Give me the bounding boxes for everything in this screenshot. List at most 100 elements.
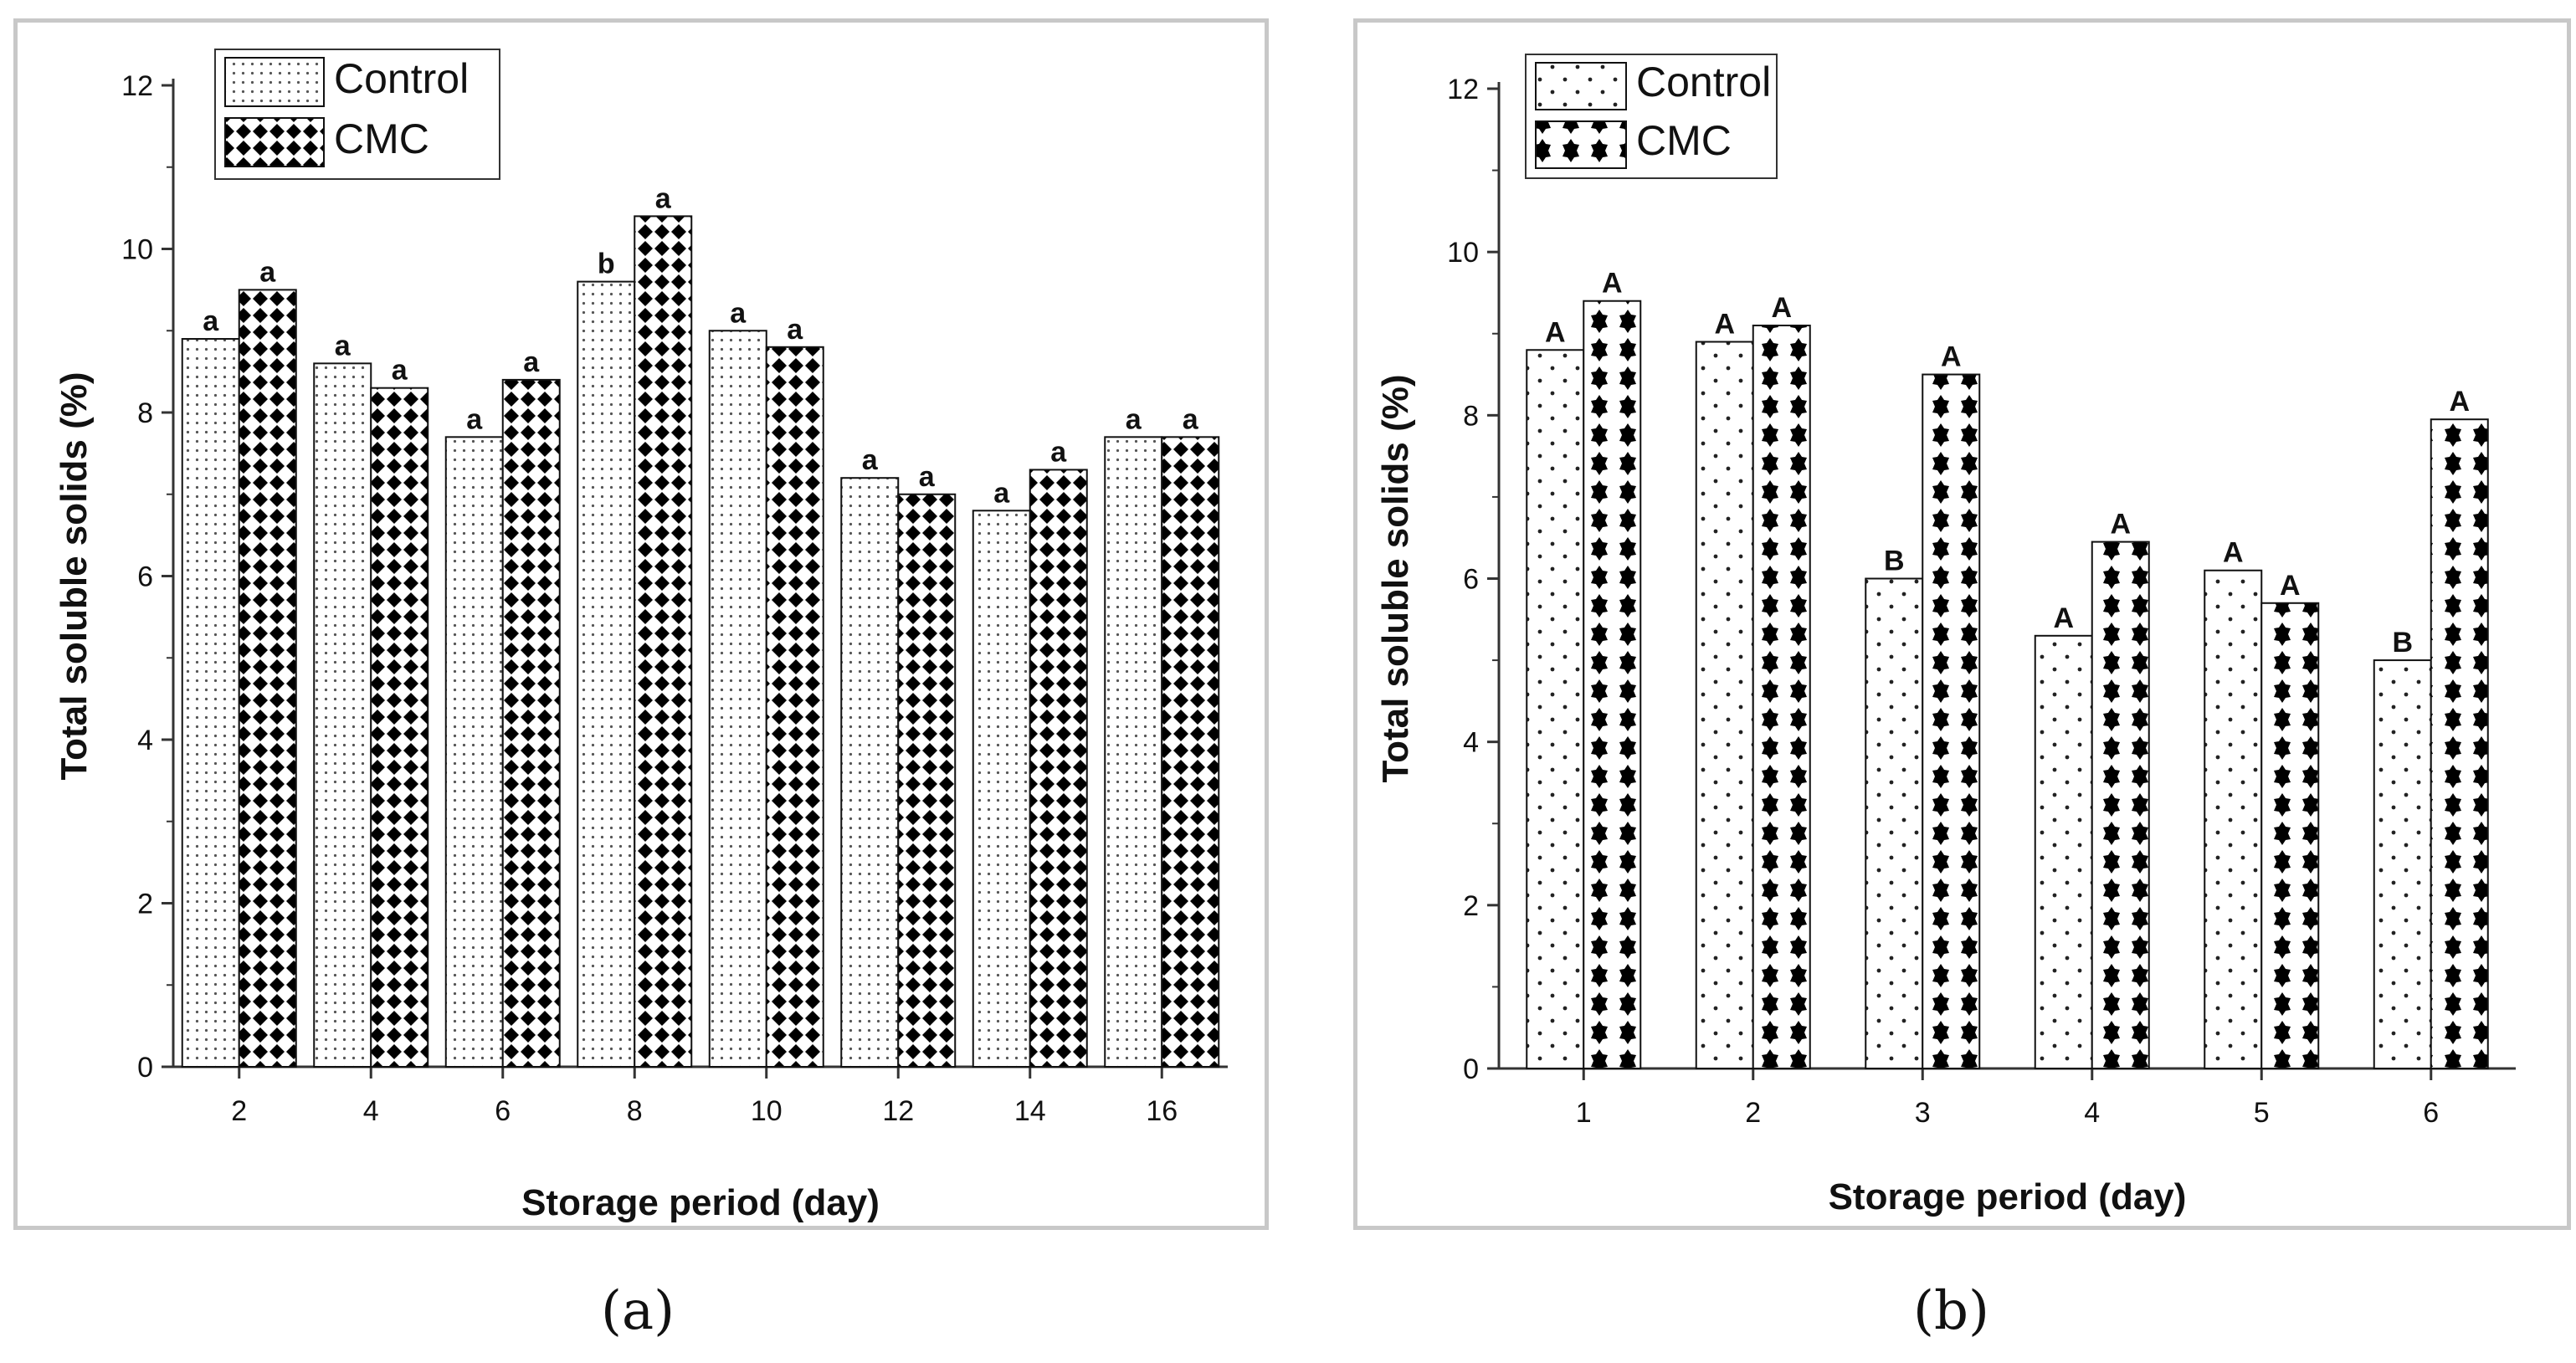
significance-letter: a xyxy=(259,256,276,288)
x-axis-title: Storage period (day) xyxy=(1829,1176,2187,1217)
significance-letter: A xyxy=(2110,509,2131,541)
legend-label-cmc: CMC xyxy=(334,115,429,162)
significance-letter: B xyxy=(2392,627,2413,658)
bar-cmc-6 xyxy=(2430,418,2489,1069)
bar-cmc-5 xyxy=(2260,602,2320,1069)
x-tick-label: 3 xyxy=(1915,1097,1931,1129)
y-tick-label: 12 xyxy=(1447,74,1479,105)
legend-swatch-control xyxy=(224,57,325,107)
x-tick-label: 10 xyxy=(751,1095,783,1127)
significance-letter: a xyxy=(203,305,219,337)
significance-letter: b xyxy=(598,249,615,280)
bar-cmc-8 xyxy=(634,215,693,1068)
bar-cmc-2 xyxy=(238,289,297,1068)
bar-cmc-3 xyxy=(1922,373,1981,1069)
bar-control-8 xyxy=(577,280,636,1068)
significance-letter: a xyxy=(993,477,1010,509)
bar-cmc-4 xyxy=(370,387,429,1068)
x-tick-label: 4 xyxy=(363,1095,379,1127)
bar-cmc-10 xyxy=(765,346,824,1068)
y-tick-label: 6 xyxy=(1463,564,1479,596)
y-tick-label: 0 xyxy=(137,1052,153,1084)
significance-letter: A xyxy=(1771,292,1792,324)
bar-control-2 xyxy=(1695,341,1754,1069)
y-axis-title: Total soluble solids (%) xyxy=(54,371,95,780)
bar-cmc-6 xyxy=(501,378,561,1068)
legend-label-control: Control xyxy=(1636,59,1771,105)
bar-control-6 xyxy=(2373,659,2432,1069)
y-tick-label: 8 xyxy=(137,397,153,429)
significance-letter: a xyxy=(1050,436,1067,468)
significance-letter: A xyxy=(2223,537,2244,569)
significance-letter: a xyxy=(787,314,803,346)
significance-letter: a xyxy=(1126,403,1142,435)
x-tick-label: 5 xyxy=(2254,1097,2270,1129)
bar-control-14 xyxy=(972,510,1031,1068)
bar-control-6 xyxy=(444,436,504,1068)
x-tick-label: 1 xyxy=(1576,1097,1592,1129)
significance-letter: A xyxy=(2280,570,2301,602)
y-tick-label: 6 xyxy=(137,561,153,593)
bar-control-3 xyxy=(1865,577,1924,1069)
significance-letter: a xyxy=(523,346,540,378)
chart-panel-b: 0 2 4 6 8 10 12 1 A A 2 A A 3 B A 4 A A 5 A A 6 B A Storage perio… xyxy=(1353,18,2571,1230)
caption-b: (b) xyxy=(1913,1280,1989,1342)
x-tick-label: 6 xyxy=(2423,1097,2439,1129)
bar-cmc-14 xyxy=(1029,469,1088,1068)
significance-letter: a xyxy=(730,297,747,329)
chart-panel-a: 0 2 4 6 8 10 12 2 a a 4 a a 6 a a 8 b a 10 a a 12 a a 14 a a 16 a a Sto… xyxy=(13,18,1269,1230)
legend-swatch-control xyxy=(1535,62,1627,110)
bar-control-5 xyxy=(2204,569,2263,1069)
bar-control-16 xyxy=(1104,436,1163,1068)
y-tick-label: 0 xyxy=(1463,1053,1479,1085)
bar-cmc-2 xyxy=(1752,324,1811,1070)
y-tick-label: 10 xyxy=(121,234,153,266)
caption-a: (a) xyxy=(601,1280,675,1342)
bar-chart-a: 0 2 4 6 8 10 12 2 a a 4 a a 6 a a 8 b a 10 a a 12 a a 14 a a 16 a a Sto… xyxy=(54,49,1228,1223)
x-tick-label: 2 xyxy=(1745,1097,1761,1129)
y-tick-label: 10 xyxy=(1447,237,1479,269)
bar-control-2 xyxy=(181,338,240,1068)
significance-letter: A xyxy=(1941,341,1962,373)
y-axis-title: Total soluble solids (%) xyxy=(1375,374,1416,782)
x-tick-label: 6 xyxy=(495,1095,511,1127)
bar-cmc-16 xyxy=(1161,436,1220,1068)
y-tick-label: 4 xyxy=(137,725,153,756)
significance-letter: a xyxy=(919,461,936,493)
significance-letter: a xyxy=(655,182,672,214)
y-tick-label: 12 xyxy=(121,70,153,102)
y-tick-label: 2 xyxy=(1463,890,1479,922)
x-tick-label: 14 xyxy=(1014,1095,1046,1127)
bar-control-10 xyxy=(708,330,767,1068)
significance-letter: B xyxy=(1884,546,1905,577)
bar-control-4 xyxy=(313,362,372,1068)
bar-cmc-12 xyxy=(897,493,957,1068)
legend-label-control: Control xyxy=(334,55,469,102)
significance-letter: a xyxy=(466,403,483,435)
significance-letter: a xyxy=(1183,403,1199,435)
significance-letter: A xyxy=(1545,316,1566,348)
significance-letter: a xyxy=(392,355,408,387)
significance-letter: A xyxy=(1602,268,1623,300)
y-tick-label: 8 xyxy=(1463,400,1479,432)
bar-chart-b: 0 2 4 6 8 10 12 1 A A 2 A A 3 B A 4 A A 5 A A 6 B A Storage perio… xyxy=(1375,54,2516,1217)
significance-letter: A xyxy=(2053,602,2074,634)
bar-cmc-1 xyxy=(1583,300,1642,1069)
x-tick-label: 12 xyxy=(882,1095,914,1127)
significance-letter: a xyxy=(335,330,352,361)
x-tick-label: 16 xyxy=(1146,1095,1178,1127)
x-axis-title: Storage period (day) xyxy=(521,1182,880,1223)
significance-letter: A xyxy=(2449,386,2470,418)
x-tick-label: 4 xyxy=(2084,1097,2100,1129)
significance-letter: a xyxy=(862,444,879,476)
significance-letter: A xyxy=(1714,309,1735,341)
legend-swatch-cmc xyxy=(1535,120,1627,169)
bar-control-4 xyxy=(2034,634,2093,1069)
y-tick-label: 4 xyxy=(1463,727,1479,759)
y-tick-label: 2 xyxy=(137,889,153,920)
bar-cmc-4 xyxy=(2091,541,2150,1069)
x-tick-label: 8 xyxy=(627,1095,643,1127)
x-tick-label: 2 xyxy=(231,1095,247,1127)
bar-control-12 xyxy=(840,477,900,1068)
legend-label-cmc: CMC xyxy=(1636,117,1732,164)
